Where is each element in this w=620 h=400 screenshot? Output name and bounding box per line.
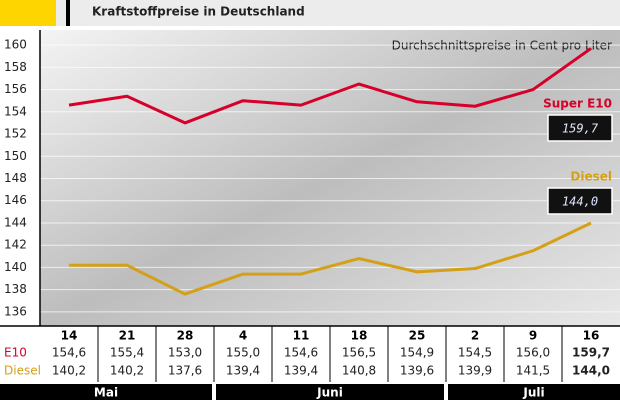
month-label: Juni (316, 386, 343, 400)
series-line (69, 221, 592, 296)
x-tick-label: 18 (351, 329, 368, 343)
value-label: 159,7 (572, 346, 610, 360)
header (0, 0, 620, 26)
header-square (0, 0, 56, 26)
display-box (547, 114, 613, 142)
value-label: 139,4 (284, 364, 318, 378)
x-tick-label: 14 (61, 329, 78, 343)
x-tick-label: 21 (119, 329, 136, 343)
month-label: Juli (522, 386, 544, 400)
display-value: 144,0 (562, 195, 598, 209)
value-label: 156,0 (516, 346, 550, 360)
y-tick-label: 144 (4, 215, 27, 229)
value-label: 154,6 (52, 346, 86, 360)
month-bar (448, 384, 620, 400)
value-label: 140,8 (342, 364, 376, 378)
y-tick-label: 142 (4, 238, 27, 252)
value-label: 154,6 (284, 346, 318, 360)
month-bar (216, 384, 444, 400)
x-tick-label: 25 (409, 329, 426, 343)
x-tick-label: 11 (293, 329, 310, 343)
legend-label: Super E10 (543, 97, 612, 111)
x-tick-label: 2 (471, 329, 479, 343)
value-label: 140,2 (110, 364, 144, 378)
series-line (68, 47, 592, 125)
display-value: 159,7 (562, 122, 599, 136)
value-label: 154,5 (458, 346, 492, 360)
x-tick-label: 9 (529, 329, 537, 343)
value-label: 139,9 (458, 364, 492, 378)
value-label: 140,2 (52, 364, 86, 378)
month-bar (0, 384, 212, 400)
row-label: Diesel (4, 364, 41, 378)
y-tick-label: 152 (4, 127, 27, 141)
chart-title: Kraftstoffpreise in Deutschland (92, 5, 305, 19)
row-label: E10 (4, 346, 27, 360)
y-tick-label: 150 (4, 149, 27, 163)
value-label: 137,6 (168, 364, 202, 378)
y-tick-label: 154 (4, 104, 27, 118)
value-label: 155,4 (110, 346, 144, 360)
x-tick-label: 4 (239, 329, 247, 343)
value-label: 153,0 (168, 346, 202, 360)
value-label: 155,0 (226, 346, 260, 360)
y-tick-label: 160 (4, 38, 27, 52)
value-label: 156,5 (342, 346, 376, 360)
legend-label: Diesel (570, 170, 612, 184)
y-tick-label: 138 (4, 282, 27, 296)
y-tick-label: 148 (4, 171, 27, 185)
value-label: 141,5 (516, 364, 550, 378)
table-background (0, 326, 620, 382)
value-label: 139,6 (400, 364, 434, 378)
value-label: 154,9 (400, 346, 434, 360)
value-label: 144,0 (572, 364, 610, 378)
display-box (547, 187, 613, 215)
y-tick-label: 140 (4, 260, 27, 274)
y-tick-label: 146 (4, 193, 27, 207)
y-tick-label: 136 (4, 304, 27, 318)
x-tick-label: 28 (177, 329, 194, 343)
y-tick-label: 158 (4, 60, 27, 74)
month-label: Mai (94, 386, 118, 400)
value-label: 139,4 (226, 364, 260, 378)
y-tick-label: 156 (4, 82, 27, 96)
header-bar (66, 0, 70, 26)
x-tick-label: 16 (583, 329, 600, 343)
